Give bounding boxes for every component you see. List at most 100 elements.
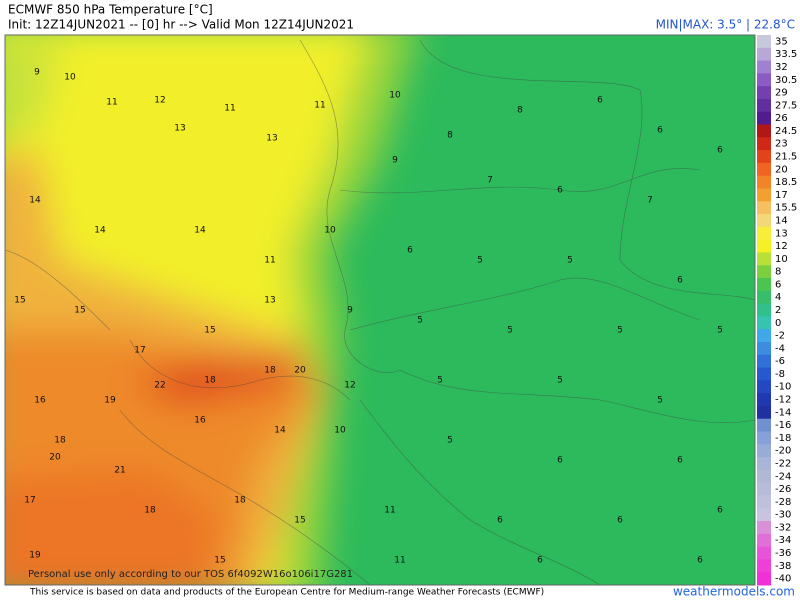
disclaimer: This service is based on data and produc… bbox=[29, 588, 544, 598]
colorbar-label: 13 bbox=[775, 228, 788, 239]
temperature-label: 15 bbox=[74, 306, 85, 316]
temperature-label: 9 bbox=[392, 156, 398, 166]
temperature-label: 18 bbox=[264, 366, 276, 376]
colorbar-swatch bbox=[757, 124, 771, 138]
temperature-label: 15 bbox=[204, 326, 215, 336]
site-link[interactable]: weathermodels.com bbox=[673, 585, 795, 599]
temperature-label: 10 bbox=[64, 73, 76, 83]
colorbar-swatch bbox=[757, 329, 771, 343]
colorbar-label: 17 bbox=[775, 190, 788, 201]
temperature-label: 14 bbox=[194, 226, 206, 236]
colorbar-label: 8 bbox=[775, 267, 781, 278]
colorbar-label: 0 bbox=[775, 318, 781, 329]
colorbar-label: -12 bbox=[775, 395, 791, 406]
temperature-label: 10 bbox=[334, 426, 346, 436]
colorbar-swatch bbox=[757, 444, 771, 458]
temperature-label: 13 bbox=[266, 134, 277, 144]
temperature-label: 11 bbox=[384, 506, 395, 516]
temperature-label: 19 bbox=[29, 551, 41, 561]
temperature-label: 11 bbox=[224, 104, 235, 114]
temperature-label: 5 bbox=[437, 376, 443, 386]
colorbar-swatch bbox=[757, 482, 771, 496]
temperature-label: 14 bbox=[29, 196, 41, 206]
temperature-label: 12 bbox=[344, 381, 355, 391]
colorbar-label: -26 bbox=[775, 484, 791, 495]
temperature-label: 13 bbox=[174, 124, 185, 134]
colorbar-swatch bbox=[757, 559, 771, 573]
colorbar-swatch bbox=[757, 226, 771, 241]
colorbar-swatch bbox=[757, 278, 771, 292]
colorbar-swatch bbox=[757, 111, 771, 126]
colorbar-swatch bbox=[757, 201, 771, 215]
temperature-label: 6 bbox=[677, 276, 683, 286]
colorbar-swatch bbox=[757, 252, 771, 266]
temperature-label: 18 bbox=[54, 436, 66, 446]
colorbar-label: -10 bbox=[775, 382, 791, 393]
colorbar-swatch bbox=[757, 73, 771, 87]
colorbar-swatch bbox=[757, 98, 771, 113]
colorbar-label: -16 bbox=[775, 420, 791, 431]
colorbar-swatch bbox=[757, 35, 771, 49]
colorbar-swatch bbox=[757, 137, 771, 151]
temperature-label: 11 bbox=[106, 98, 117, 108]
temperature-field bbox=[5, 35, 416, 585]
temperature-label: 15 bbox=[214, 556, 225, 566]
colorbar-label: -18 bbox=[775, 433, 791, 444]
temperature-label: 11 bbox=[264, 256, 275, 266]
colorbar-swatch bbox=[757, 495, 771, 509]
temperature-label: 5 bbox=[447, 436, 453, 446]
colorbar-label: 12 bbox=[775, 241, 788, 252]
colorbar-label: 27.5 bbox=[775, 100, 797, 111]
colorbar-label: -20 bbox=[775, 446, 791, 457]
colorbar-label: -2 bbox=[775, 331, 785, 342]
colorbar-label: 14 bbox=[775, 215, 788, 226]
temperature-label: 14 bbox=[94, 226, 106, 236]
colorbar-label: -4 bbox=[775, 343, 785, 354]
colorbar-swatch bbox=[757, 86, 771, 100]
temperature-label: 5 bbox=[507, 326, 513, 336]
colorbar-swatch bbox=[757, 303, 771, 317]
colorbar-label: 29 bbox=[775, 88, 788, 99]
temperature-label: 13 bbox=[264, 296, 275, 306]
temperature-label: 12 bbox=[154, 96, 165, 106]
colorbar-label: -22 bbox=[775, 458, 791, 469]
temperature-label: 19 bbox=[104, 396, 116, 406]
colorbar-label: -24 bbox=[775, 471, 791, 482]
colorbar-swatch bbox=[757, 533, 771, 548]
temperature-label: 8 bbox=[517, 106, 523, 116]
colorbar-swatch bbox=[757, 162, 771, 177]
colorbar-label: -30 bbox=[775, 510, 791, 521]
temperature-label: 16 bbox=[194, 416, 206, 426]
colorbar-label: 26 bbox=[775, 113, 788, 124]
colorbar-label: 6 bbox=[775, 279, 781, 290]
colorbar-label: -14 bbox=[775, 407, 791, 418]
temperature-label: 5 bbox=[617, 326, 623, 336]
init-time: Init: 12Z14JUN2021 -- [0] hr --> Valid M… bbox=[8, 18, 354, 32]
colorbar-swatch bbox=[757, 239, 771, 253]
temperature-label: 6 bbox=[497, 516, 503, 526]
temperature-label: 21 bbox=[114, 466, 125, 476]
temperature-label: 5 bbox=[477, 256, 483, 266]
colorbar-label: 32 bbox=[775, 62, 788, 73]
colorbar-swatch bbox=[757, 47, 771, 62]
colorbar-swatch bbox=[757, 316, 771, 330]
colorbar-swatch bbox=[757, 521, 771, 535]
colorbar-label: 18.5 bbox=[775, 177, 797, 188]
colorbar-swatch bbox=[757, 341, 771, 356]
temperature-label: 10 bbox=[324, 226, 336, 236]
colorbar-label: 10 bbox=[775, 254, 788, 265]
colorbar-swatch bbox=[757, 265, 771, 279]
colorbar-label: 24.5 bbox=[775, 126, 797, 137]
colorbar-label: 33.5 bbox=[775, 49, 797, 60]
colorbar-swatch bbox=[757, 469, 771, 484]
temperature-label: 6 bbox=[557, 456, 563, 466]
colorbar-swatch bbox=[757, 367, 771, 381]
colorbar-label: -34 bbox=[775, 535, 791, 546]
colorbar-label: -40 bbox=[775, 574, 791, 585]
temperature-label: 5 bbox=[417, 316, 423, 326]
map-labels: 9 10 11 12 13 11 13 11 10 8 8 6 6 6 9 7 6 7 14 14 14 11 10 6 5 5 6… bbox=[14, 68, 723, 566]
colorbar-swatch bbox=[757, 380, 771, 394]
colorbar-swatch bbox=[757, 188, 771, 202]
temperature-label: 11 bbox=[394, 556, 405, 566]
